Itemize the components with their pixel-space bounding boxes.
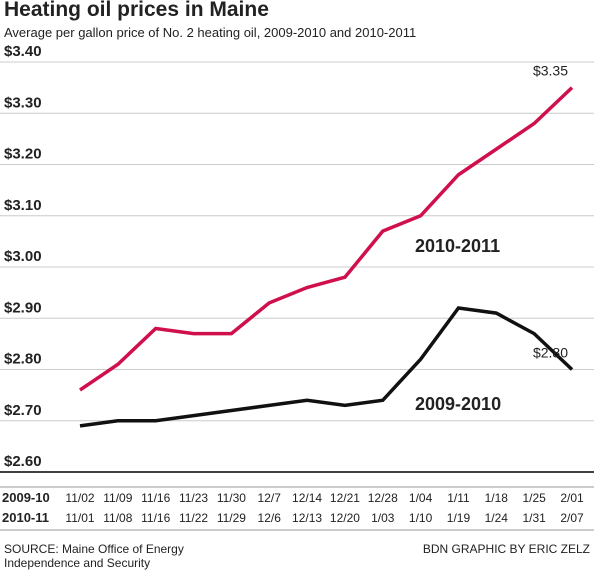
x-tick-label: 12/7 — [258, 491, 282, 505]
y-tick-label: $3.20 — [4, 146, 42, 163]
x-tick-label: 1/19 — [447, 511, 471, 525]
x-tick-label: 2/01 — [560, 491, 584, 505]
x-tick-label: 12/20 — [330, 511, 360, 525]
y-tick-label: $2.70 — [4, 402, 42, 419]
y-tick-label: $3.10 — [4, 197, 42, 214]
y-tick-label: $2.60 — [4, 453, 42, 470]
x-tick-label: 1/18 — [485, 491, 509, 505]
value-label: $2.80 — [533, 345, 568, 361]
x-tick-label: 2/07 — [560, 511, 584, 525]
y-tick-label: $2.90 — [4, 299, 42, 316]
x-tick-label: 1/03 — [371, 511, 395, 525]
x-tick-label: 1/10 — [409, 511, 433, 525]
source: Independence and Security — [4, 556, 150, 570]
x-tick-label: 11/16 — [141, 511, 170, 525]
x-tick-label: 12/21 — [330, 491, 360, 505]
row-label: 2010-11 — [2, 510, 49, 525]
chart-title: Heating oil prices in Maine — [4, 0, 269, 21]
series-label: 2010-2011 — [415, 236, 500, 256]
x-tick-label: 1/04 — [409, 491, 433, 505]
x-tick-label: 11/16 — [141, 491, 170, 505]
chart-subtitle: Average per gallon price of No. 2 heatin… — [4, 25, 416, 40]
x-tick-label: 11/30 — [217, 491, 246, 505]
x-tick-label: 11/08 — [103, 511, 132, 525]
series-label: 2009-2010 — [415, 394, 501, 414]
series-line — [79, 86, 574, 392]
value-label: $3.35 — [533, 63, 568, 79]
source: SOURCE: Maine Office of Energy — [4, 542, 184, 556]
x-tick-label: 1/25 — [522, 491, 546, 505]
x-tick-label: 11/02 — [65, 491, 94, 505]
x-tick-label: 12/28 — [368, 491, 398, 505]
x-tick-label: 12/13 — [292, 511, 322, 525]
y-tick-label: $3.40 — [4, 43, 42, 60]
y-tick-label: $3.30 — [4, 94, 42, 111]
x-tick-label: 1/24 — [485, 511, 509, 525]
series-line — [79, 306, 574, 428]
x-tick-label: 11/29 — [217, 511, 246, 525]
x-tick-label: 11/23 — [179, 491, 208, 505]
x-tick-label: 12/6 — [258, 511, 282, 525]
y-tick-label: $3.00 — [4, 248, 42, 265]
x-tick-label: 11/22 — [179, 511, 208, 525]
x-tick-label: 1/11 — [447, 491, 470, 505]
row-label: 2009-10 — [2, 490, 50, 505]
credit: BDN GRAPHIC BY ERIC ZELZ — [423, 542, 590, 556]
y-tick-label: $2.80 — [4, 351, 42, 368]
x-tick-label: 11/01 — [65, 511, 94, 525]
x-tick-label: 12/14 — [292, 491, 322, 505]
x-tick-label: 1/31 — [522, 511, 546, 525]
x-tick-label: 11/09 — [103, 491, 132, 505]
